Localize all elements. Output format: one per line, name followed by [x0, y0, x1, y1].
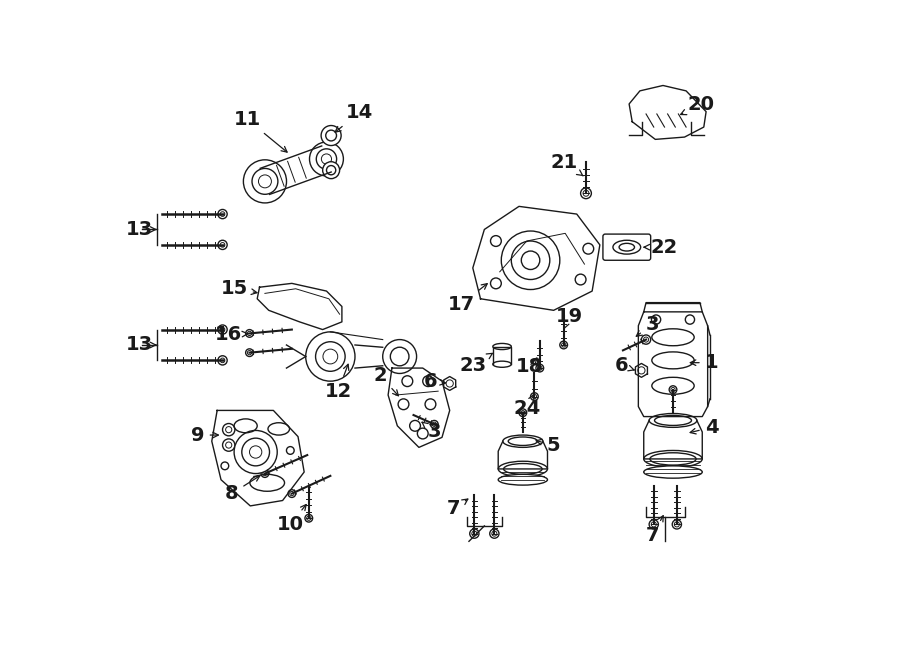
- Circle shape: [382, 340, 417, 373]
- Text: 22: 22: [644, 238, 679, 256]
- Circle shape: [519, 409, 526, 416]
- Ellipse shape: [644, 450, 702, 467]
- Text: 3: 3: [636, 315, 659, 336]
- Ellipse shape: [644, 466, 702, 478]
- Text: 9: 9: [191, 426, 219, 445]
- Ellipse shape: [499, 461, 547, 477]
- Text: 2: 2: [374, 366, 399, 396]
- Circle shape: [234, 430, 277, 473]
- Text: 20: 20: [680, 95, 715, 114]
- Text: 24: 24: [513, 394, 540, 418]
- Text: 6: 6: [424, 371, 446, 391]
- Text: 23: 23: [459, 354, 492, 375]
- Text: 6: 6: [615, 356, 634, 375]
- Text: 16: 16: [215, 325, 248, 344]
- Text: 18: 18: [516, 357, 543, 376]
- Text: 7: 7: [645, 516, 663, 545]
- Ellipse shape: [503, 435, 543, 447]
- Circle shape: [246, 349, 254, 356]
- Circle shape: [501, 231, 560, 290]
- Circle shape: [536, 364, 544, 372]
- Circle shape: [580, 188, 591, 199]
- Text: 11: 11: [234, 110, 287, 152]
- Text: 19: 19: [555, 307, 582, 329]
- Circle shape: [321, 126, 341, 145]
- Ellipse shape: [493, 344, 511, 350]
- Text: 21: 21: [551, 153, 583, 176]
- Circle shape: [288, 490, 296, 498]
- Circle shape: [222, 439, 235, 451]
- Circle shape: [218, 210, 227, 219]
- Text: 5: 5: [536, 436, 561, 455]
- Ellipse shape: [493, 361, 511, 368]
- Text: 15: 15: [220, 279, 256, 298]
- Circle shape: [560, 341, 568, 349]
- Text: 1: 1: [690, 353, 718, 372]
- Circle shape: [305, 514, 312, 522]
- Circle shape: [490, 529, 499, 538]
- Circle shape: [246, 330, 254, 337]
- Text: 14: 14: [335, 103, 374, 132]
- Text: 13: 13: [126, 220, 156, 239]
- Circle shape: [306, 332, 355, 381]
- Circle shape: [430, 420, 438, 428]
- Circle shape: [531, 393, 538, 401]
- Circle shape: [322, 162, 339, 178]
- Text: 17: 17: [447, 284, 487, 314]
- Text: 13: 13: [126, 336, 156, 354]
- Circle shape: [642, 335, 651, 344]
- Circle shape: [222, 424, 235, 436]
- Text: 4: 4: [690, 418, 718, 437]
- Ellipse shape: [499, 475, 547, 485]
- Text: 3: 3: [422, 422, 441, 442]
- Text: 12: 12: [324, 364, 352, 401]
- FancyBboxPatch shape: [603, 234, 651, 260]
- Text: 10: 10: [277, 504, 306, 534]
- Circle shape: [649, 520, 659, 529]
- Circle shape: [261, 470, 269, 477]
- Circle shape: [310, 142, 344, 176]
- Ellipse shape: [649, 414, 697, 428]
- Text: 8: 8: [225, 476, 260, 503]
- Text: 7: 7: [446, 499, 468, 518]
- Circle shape: [218, 356, 227, 365]
- Circle shape: [243, 160, 286, 203]
- Circle shape: [323, 349, 338, 364]
- Circle shape: [218, 240, 227, 249]
- Circle shape: [672, 520, 681, 529]
- Circle shape: [470, 529, 479, 538]
- Circle shape: [669, 386, 677, 393]
- Circle shape: [218, 325, 227, 334]
